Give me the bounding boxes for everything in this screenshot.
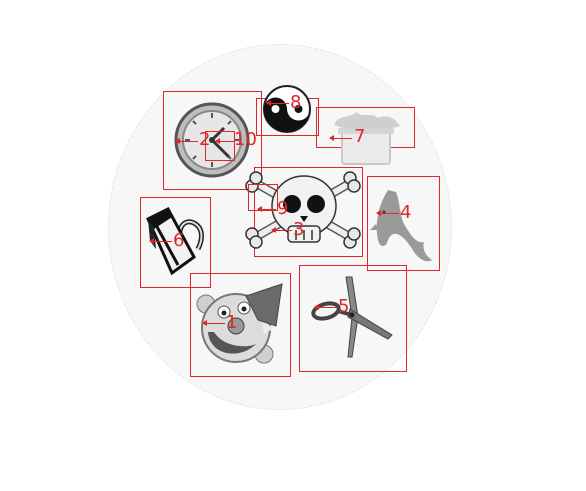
- marker-arrow-7: [329, 135, 352, 141]
- steaming-pot-icon: [334, 112, 400, 165]
- marker-box-5[interactable]: [299, 265, 407, 372]
- marker-label-8: 8: [290, 92, 302, 113]
- marker-arrow-5: [314, 304, 337, 310]
- marker-box-4[interactable]: [367, 176, 440, 271]
- marker-arrow-6: [149, 238, 172, 244]
- clown-face-icon: [196, 283, 283, 364]
- marker-label-2: 2: [199, 129, 211, 150]
- marker-arrow-10: [215, 138, 234, 144]
- marker-arrow-4: [376, 210, 399, 216]
- marker-arrow-9: [257, 206, 276, 212]
- marker-arrow-1: [202, 320, 225, 326]
- skull-crossbones-icon: [245, 171, 361, 249]
- marker-label-5: 5: [338, 296, 350, 317]
- marker-arrow-2: [175, 138, 198, 144]
- marker-box-3[interactable]: [254, 167, 363, 257]
- marker-box-10[interactable]: [205, 131, 235, 161]
- scissors-icon: [311, 276, 393, 358]
- marker-label-10: 10: [234, 129, 257, 150]
- marker-box-6[interactable]: [140, 197, 211, 288]
- marker-box-2[interactable]: [163, 91, 262, 190]
- yin-yang-icon: [263, 85, 311, 133]
- marker-box-1[interactable]: [190, 273, 291, 377]
- marker-box-9[interactable]: [248, 184, 278, 211]
- marker-label-6: 6: [173, 230, 185, 251]
- marker-arrow-3: [271, 227, 292, 233]
- marker-label-3: 3: [293, 219, 305, 240]
- marker-label-7: 7: [354, 126, 366, 147]
- marker-label-4: 4: [400, 202, 412, 223]
- wall-clock-icon: [174, 102, 250, 178]
- dolphin-icon: [370, 190, 432, 262]
- marker-label-9: 9: [277, 198, 289, 219]
- marker-arrow-8: [266, 100, 289, 106]
- marker-label-1: 1: [226, 312, 238, 333]
